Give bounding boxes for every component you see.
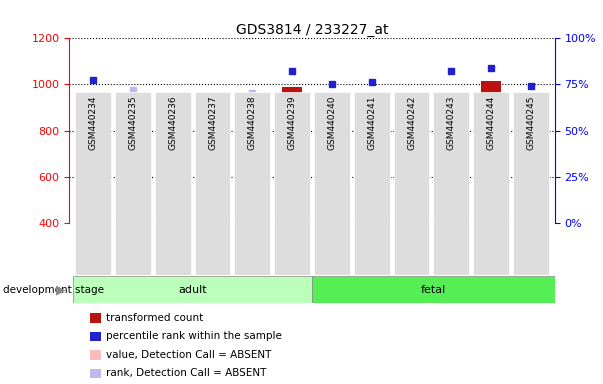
- Bar: [123, 169, 143, 223]
- Bar: [83, 137, 103, 223]
- Text: GSM440237: GSM440237: [208, 96, 217, 151]
- Text: value, Detection Call = ABSENT: value, Detection Call = ABSENT: [106, 350, 271, 360]
- Text: fetal: fetal: [421, 285, 446, 295]
- Text: GSM440243: GSM440243: [447, 96, 456, 150]
- FancyBboxPatch shape: [434, 92, 469, 275]
- Bar: [74, 276, 312, 303]
- Bar: [402, 216, 421, 223]
- FancyBboxPatch shape: [394, 92, 429, 275]
- FancyBboxPatch shape: [75, 92, 111, 275]
- FancyBboxPatch shape: [513, 92, 549, 275]
- Text: GSM440240: GSM440240: [327, 96, 336, 150]
- Bar: [322, 154, 342, 223]
- Bar: [362, 148, 382, 223]
- Bar: [242, 179, 262, 223]
- Bar: [203, 220, 223, 223]
- Text: GSM440244: GSM440244: [487, 96, 496, 150]
- Text: GSM440236: GSM440236: [168, 96, 177, 151]
- Text: GSM440234: GSM440234: [89, 96, 98, 150]
- Text: GSM440235: GSM440235: [128, 96, 137, 151]
- FancyBboxPatch shape: [235, 92, 270, 275]
- Bar: [282, 87, 302, 223]
- Text: transformed count: transformed count: [106, 313, 203, 323]
- Bar: [521, 163, 541, 223]
- Text: GSM440245: GSM440245: [526, 96, 535, 150]
- FancyBboxPatch shape: [354, 92, 390, 275]
- FancyBboxPatch shape: [274, 92, 310, 275]
- Text: development stage: development stage: [3, 285, 104, 295]
- Text: ▶: ▶: [55, 283, 65, 296]
- Text: GSM440239: GSM440239: [288, 96, 297, 151]
- Text: rank, Detection Call = ABSENT: rank, Detection Call = ABSENT: [106, 368, 266, 378]
- Bar: [312, 276, 555, 303]
- FancyBboxPatch shape: [195, 92, 230, 275]
- Bar: [441, 95, 461, 223]
- FancyBboxPatch shape: [115, 92, 151, 275]
- Text: GSM440242: GSM440242: [407, 96, 416, 150]
- Text: percentile rank within the sample: percentile rank within the sample: [106, 331, 282, 341]
- FancyBboxPatch shape: [155, 92, 191, 275]
- Bar: [481, 81, 501, 223]
- Text: GSM440241: GSM440241: [367, 96, 376, 150]
- FancyBboxPatch shape: [314, 92, 350, 275]
- Text: adult: adult: [178, 285, 207, 295]
- FancyBboxPatch shape: [473, 92, 509, 275]
- Title: GDS3814 / 233227_at: GDS3814 / 233227_at: [236, 23, 388, 37]
- Bar: [163, 204, 183, 223]
- Text: GSM440238: GSM440238: [248, 96, 257, 151]
